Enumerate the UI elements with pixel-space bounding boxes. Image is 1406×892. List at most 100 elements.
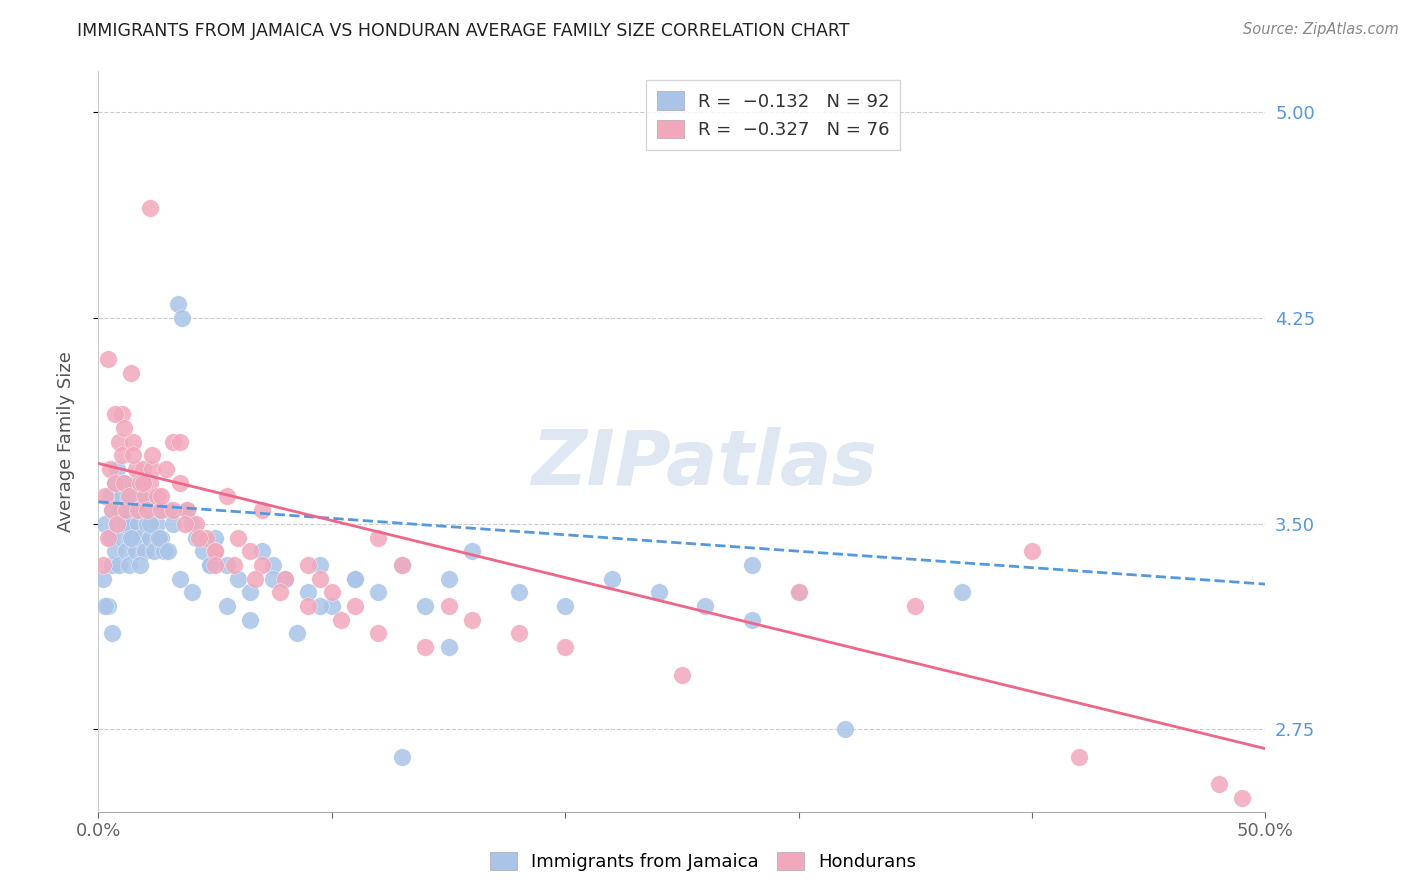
Point bbox=[671, 667, 693, 681]
Point bbox=[118, 558, 141, 572]
Point bbox=[129, 475, 152, 490]
Point bbox=[741, 558, 763, 572]
Point bbox=[297, 585, 319, 599]
Point bbox=[122, 503, 145, 517]
Point bbox=[143, 544, 166, 558]
Point bbox=[321, 585, 343, 599]
Point bbox=[141, 448, 163, 462]
Point bbox=[367, 626, 389, 640]
Point bbox=[118, 489, 141, 503]
Point bbox=[150, 489, 173, 503]
Point bbox=[834, 723, 856, 737]
Point bbox=[262, 558, 284, 572]
Point bbox=[139, 516, 162, 531]
Point bbox=[321, 599, 343, 613]
Point bbox=[309, 599, 332, 613]
Point bbox=[127, 503, 149, 517]
Point bbox=[148, 531, 170, 545]
Point bbox=[125, 475, 148, 490]
Point bbox=[187, 531, 209, 545]
Point bbox=[250, 558, 273, 572]
Point bbox=[141, 462, 163, 476]
Point bbox=[204, 544, 226, 558]
Point bbox=[367, 531, 389, 545]
Point bbox=[285, 626, 308, 640]
Point bbox=[215, 558, 238, 572]
Point bbox=[228, 531, 250, 545]
Point bbox=[105, 516, 128, 531]
Point bbox=[243, 572, 266, 586]
Point bbox=[108, 503, 131, 517]
Point bbox=[104, 407, 127, 421]
Point bbox=[129, 503, 152, 517]
Point bbox=[157, 544, 180, 558]
Point bbox=[139, 531, 162, 545]
Point bbox=[228, 572, 250, 586]
Point bbox=[94, 599, 117, 613]
Point bbox=[111, 503, 134, 517]
Point bbox=[141, 503, 163, 517]
Legend: R =  −0.132   N = 92, R =  −0.327   N = 76: R = −0.132 N = 92, R = −0.327 N = 76 bbox=[645, 80, 900, 150]
Point bbox=[104, 544, 127, 558]
Text: Source: ZipAtlas.com: Source: ZipAtlas.com bbox=[1243, 22, 1399, 37]
Point bbox=[1021, 544, 1043, 558]
Point bbox=[122, 448, 145, 462]
Point bbox=[162, 503, 184, 517]
Point bbox=[344, 572, 367, 586]
Point bbox=[111, 531, 134, 545]
Point bbox=[215, 599, 238, 613]
Point bbox=[250, 544, 273, 558]
Point bbox=[391, 750, 413, 764]
Point bbox=[1208, 777, 1230, 791]
Point bbox=[239, 585, 262, 599]
Point bbox=[166, 297, 188, 311]
Point bbox=[120, 366, 142, 380]
Point bbox=[344, 599, 367, 613]
Legend: Immigrants from Jamaica, Hondurans: Immigrants from Jamaica, Hondurans bbox=[482, 845, 924, 879]
Point bbox=[129, 531, 152, 545]
Point bbox=[950, 585, 973, 599]
Point bbox=[112, 516, 135, 531]
Point bbox=[437, 640, 460, 655]
Point bbox=[157, 503, 180, 517]
Point bbox=[391, 558, 413, 572]
Text: ZIPatlas: ZIPatlas bbox=[533, 426, 879, 500]
Point bbox=[787, 585, 810, 599]
Point bbox=[222, 558, 245, 572]
Point bbox=[120, 489, 142, 503]
Point bbox=[508, 585, 530, 599]
Point bbox=[162, 434, 184, 449]
Point bbox=[104, 475, 127, 490]
Point bbox=[111, 448, 134, 462]
Point bbox=[176, 503, 198, 517]
Point bbox=[136, 503, 159, 517]
Point bbox=[108, 558, 131, 572]
Point bbox=[98, 489, 121, 503]
Point bbox=[97, 531, 120, 545]
Point bbox=[695, 599, 717, 613]
Point bbox=[239, 613, 262, 627]
Point bbox=[186, 531, 208, 545]
Point bbox=[269, 585, 291, 599]
Point bbox=[741, 613, 763, 627]
Point bbox=[204, 531, 226, 545]
Point bbox=[250, 503, 273, 517]
Point bbox=[173, 516, 195, 531]
Point bbox=[437, 572, 460, 586]
Point bbox=[101, 558, 124, 572]
Point bbox=[132, 462, 155, 476]
Point bbox=[139, 202, 162, 216]
Point bbox=[204, 544, 226, 558]
Point bbox=[105, 516, 128, 531]
Point bbox=[309, 572, 332, 586]
Point bbox=[172, 311, 194, 326]
Point bbox=[120, 531, 142, 545]
Point bbox=[111, 407, 134, 421]
Point bbox=[91, 558, 114, 572]
Point bbox=[148, 503, 170, 517]
Point bbox=[508, 626, 530, 640]
Point bbox=[169, 475, 191, 490]
Point bbox=[98, 531, 121, 545]
Point bbox=[274, 572, 297, 586]
Point bbox=[239, 544, 262, 558]
